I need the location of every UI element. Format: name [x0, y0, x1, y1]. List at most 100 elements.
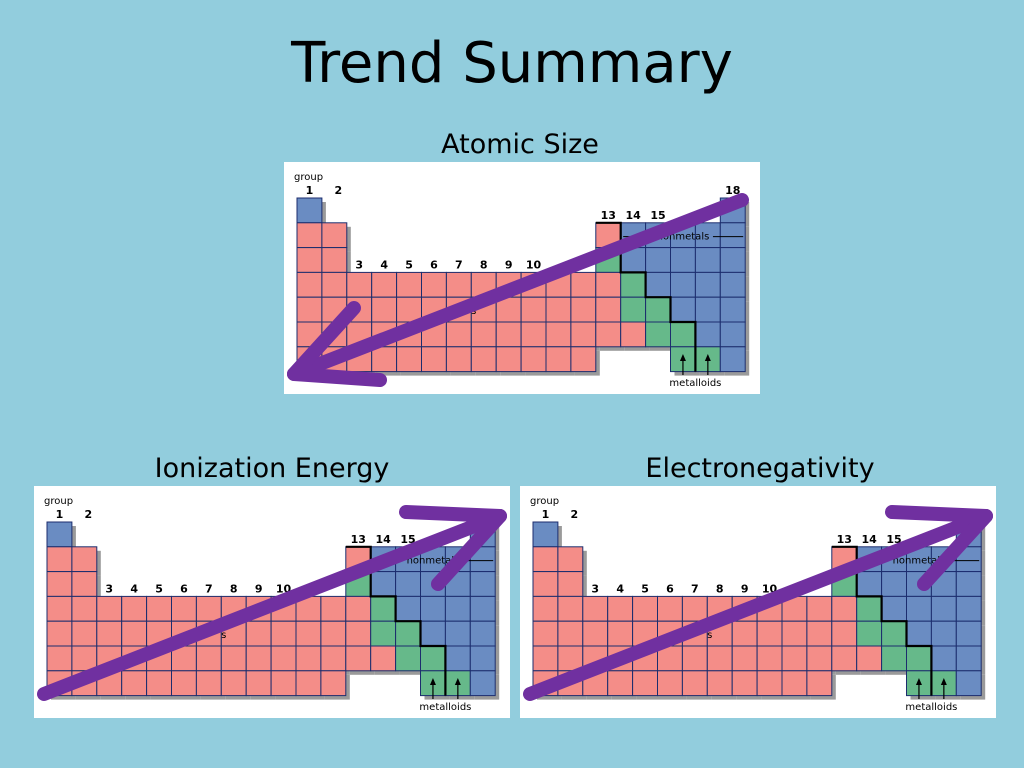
group-number-label: 7 — [455, 258, 463, 271]
element-cell-metal — [346, 271, 373, 298]
element-cell-metal — [71, 571, 98, 597]
element-cell-metal — [806, 620, 833, 647]
element-cell-metal — [532, 571, 559, 597]
trend-arrow — [523, 505, 993, 701]
trend-arrow — [287, 193, 749, 387]
element-cell-metal — [532, 546, 559, 573]
element-cell-metalloid — [420, 645, 446, 672]
periodic-table-ionization-energy: group 1 2 3 4 5 6 7 8 9 10 13 14 15 18 nonmetals s metall… — [34, 486, 510, 718]
element-cell-metal — [557, 620, 584, 647]
element-cell-metal — [96, 620, 123, 647]
element-cell-metalloid — [670, 321, 696, 348]
element-cell-nonmetal — [694, 271, 721, 298]
element-cell-metal — [545, 321, 572, 348]
element-cell-metal — [520, 321, 547, 348]
element-cell-metal — [46, 595, 73, 622]
element-cell-metal — [470, 321, 497, 348]
trend-arrow-head — [399, 505, 507, 591]
element-cell-metal — [270, 620, 297, 647]
element-cell-metal — [806, 670, 833, 697]
trend-arrow — [37, 505, 507, 701]
element-cell-metal — [121, 670, 148, 697]
element-cell-metal — [681, 645, 708, 672]
element-cell-metal — [582, 620, 609, 647]
group-number-label: 15 — [650, 209, 665, 222]
element-cell-metal — [245, 620, 272, 647]
element-cell-metal — [445, 321, 472, 348]
element-cell-metal — [831, 620, 858, 647]
element-cell-nonmetal — [906, 620, 932, 647]
element-cell-nonmetal — [670, 296, 696, 323]
element-cell-metalloid — [881, 620, 908, 647]
group-number-label: 3 — [355, 258, 363, 271]
element-cell-metal — [220, 670, 247, 697]
metalloid-pointer-head — [704, 354, 711, 361]
element-cell-metal — [532, 620, 559, 647]
element-cell-metalloid — [370, 620, 397, 647]
element-cell-metal — [371, 271, 398, 298]
element-cell-nonmetal — [395, 595, 422, 622]
element-cell-metal — [557, 645, 584, 672]
element-cell-metal — [756, 645, 783, 672]
metals-label-fragment: s — [221, 630, 226, 641]
element-cell-metal — [371, 346, 398, 373]
element-cell-metalloid — [395, 645, 422, 672]
element-cell-metal — [71, 595, 98, 622]
element-cell-nonmetal — [719, 222, 746, 249]
group-number-label: 4 — [380, 258, 388, 271]
element-cell-metal — [245, 670, 272, 697]
element-cell-metal — [831, 645, 858, 672]
element-cell-nonmetal — [930, 645, 957, 672]
group-number-label: 9 — [255, 582, 263, 595]
metalloids-label: metalloids — [419, 702, 471, 713]
element-cell-metal — [657, 595, 683, 622]
element-cell-metal — [532, 595, 559, 622]
element-cell-nonmetal — [930, 620, 957, 647]
element-cell-metal — [545, 346, 572, 373]
group-number-label: 3 — [105, 582, 113, 595]
group-number-label: 8 — [480, 258, 488, 271]
element-cell-nonmetal — [719, 247, 746, 273]
element-cell-metal — [781, 620, 808, 647]
element-cell-metal — [607, 620, 634, 647]
element-cell-nonmetal — [955, 620, 982, 647]
table-cells — [296, 197, 746, 373]
element-cell-metal — [495, 346, 522, 373]
element-cell-metal — [607, 670, 634, 697]
group-number-label: 13 — [837, 533, 852, 546]
trend-arrow-shaft — [523, 509, 993, 701]
group-number-label: 6 — [180, 582, 188, 595]
element-cell-metal — [121, 595, 148, 622]
group-number-label: 6 — [666, 582, 674, 595]
element-cell-nonmetal — [645, 271, 672, 298]
element-cell-metal — [195, 670, 222, 697]
element-cell-metal — [171, 670, 197, 697]
element-cell-nonmetal — [955, 670, 982, 697]
element-cell-metal — [731, 670, 758, 697]
element-cell-metal — [856, 645, 883, 672]
element-cell-nonmetal — [906, 595, 932, 622]
element-cell-metal — [570, 296, 597, 323]
group-number-label: 15 — [886, 533, 901, 546]
group-word-label: group — [44, 496, 73, 507]
group-number-label: 4 — [616, 582, 624, 595]
group-number-label: 1 — [542, 508, 550, 521]
slide-title: Trend Summary — [291, 31, 733, 96]
element-cell-metalloid — [370, 595, 397, 622]
trend-arrow-head — [287, 301, 387, 387]
element-cell-metal — [320, 670, 347, 697]
element-cell-nonmetal — [955, 595, 982, 622]
element-cell-metal — [657, 670, 683, 697]
nonmetals-label: nonmetals — [657, 232, 710, 243]
element-cell-metal — [71, 645, 98, 672]
group-number-label: 4 — [130, 582, 138, 595]
element-cell-metal — [445, 271, 472, 298]
element-cell-nonmetal — [420, 620, 446, 647]
element-cell-metal — [171, 595, 197, 622]
element-cell-metal — [245, 645, 272, 672]
group-number-label: 14 — [625, 209, 641, 222]
nonmetals-label: nonmetals — [407, 556, 460, 567]
element-cell-metalloid — [856, 620, 883, 647]
